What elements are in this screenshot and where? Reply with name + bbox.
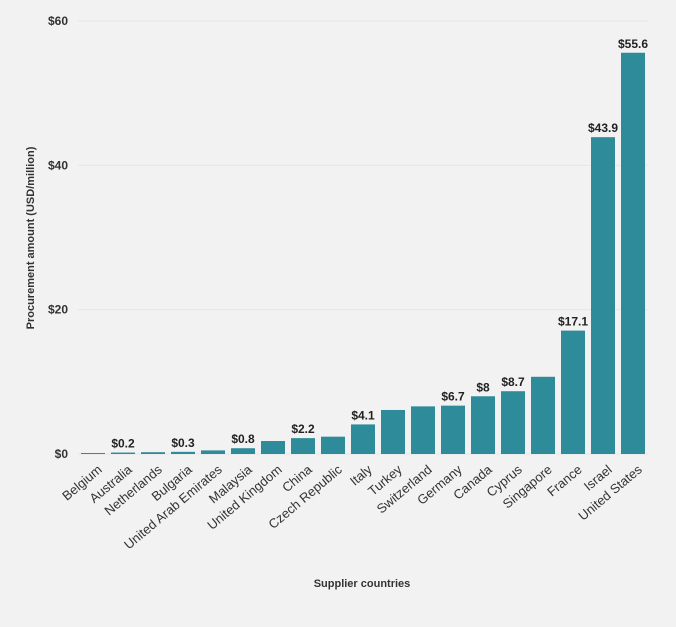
bar [171,451,195,454]
bar [261,441,285,454]
y-tick-label: $20 [48,303,68,317]
y-tick-label: $40 [48,158,68,172]
bar [351,424,375,454]
y-axis-ticks: $0 $20 $40 $60 [48,14,68,461]
bar [621,52,645,455]
bar [501,391,525,454]
y-tick-label: $60 [48,14,68,28]
data-label: $6.7 [441,390,465,404]
bar [561,330,585,454]
data-label: $8 [476,380,490,394]
bar [321,436,345,454]
x-axis-title: Supplier countries [314,578,411,590]
bar [411,406,435,454]
bar [141,452,165,454]
data-label: $0.2 [111,437,135,451]
bar [381,409,405,454]
y-axis-title: Procurement amount (USD/million) [25,146,37,329]
x-axis-ticks: BelgiumAustraliaNetherlandsBulgariaUnite… [59,461,645,552]
data-label: $17.1 [558,315,588,329]
data-label: $8.7 [501,375,525,389]
data-label: $0.3 [171,436,195,450]
bar [231,448,255,454]
bar [291,438,315,454]
x-tick-label: France [544,462,585,500]
data-label: $43.9 [588,121,618,135]
bars [81,52,645,455]
bar [531,376,555,454]
data-label: $2.2 [291,422,315,436]
bar [201,450,225,454]
bar [441,405,465,454]
data-labels: $0.2 $0.3 $0.8 $2.2 $4.1 $6.7 $8 $8.7 $17.1 $43.9… [111,37,648,451]
data-label: $55.6 [618,37,648,51]
bar [471,396,495,454]
bar [591,137,615,454]
bar [81,453,105,454]
data-label: $0.8 [231,432,255,446]
bar [111,452,135,454]
data-label: $4.1 [351,408,375,422]
y-tick-label: $0 [55,447,69,461]
